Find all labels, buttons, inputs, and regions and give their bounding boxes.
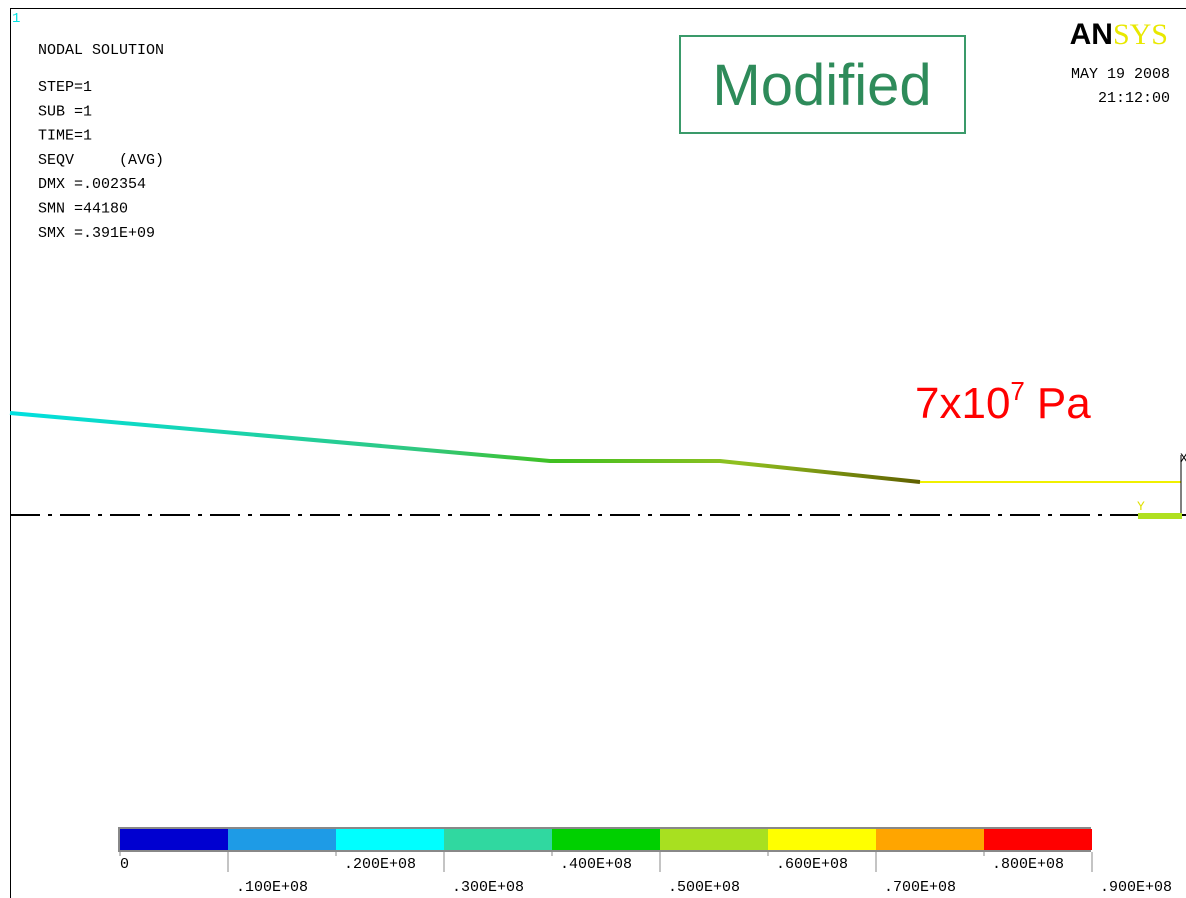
legend-swatch	[120, 829, 228, 850]
logo-yellow: SYS	[1113, 18, 1168, 51]
logo-black: AN	[1070, 18, 1113, 51]
legend-label: .800E+08	[992, 856, 1064, 873]
legend-label: .700E+08	[884, 879, 956, 896]
legend-swatch	[228, 829, 336, 850]
legend-label: 0	[120, 856, 129, 873]
legend-swatch	[552, 829, 660, 850]
pressure-base: 7x10	[915, 379, 1010, 428]
info-lines: STEP=1 SUB =1 TIME=1 SEQV (AVG) DMX =.002354…	[38, 79, 164, 242]
info-line: SMX =.391E+09	[38, 225, 155, 242]
pressure-exponent: 7	[1010, 376, 1024, 406]
legend-swatch	[984, 829, 1092, 850]
triad-x: X	[1180, 451, 1186, 466]
legend-label: .500E+08	[668, 879, 740, 896]
info-line: STEP=1	[38, 79, 92, 96]
legend-swatch	[336, 829, 444, 850]
info-line: DMX =.002354	[38, 176, 146, 193]
legend-swatch	[660, 829, 768, 850]
legend-label: .300E+08	[452, 879, 524, 896]
info-line: SEQV (AVG)	[38, 152, 164, 169]
info-line: SUB =1	[38, 103, 92, 120]
legend: 0 .100E+08 .200E+08 .300E+08 .400E+08 .500E+0…	[120, 829, 1172, 896]
triad-y: Y	[1137, 499, 1145, 514]
info-line: TIME=1	[38, 128, 92, 145]
screenshot: 1 NODAL SOLUTION STEP=1 SUB =1 TIME=1 SEQV …	[0, 0, 1186, 898]
pressure-label: 7x107 Pa	[915, 376, 1091, 428]
annotation: Modified	[712, 53, 931, 118]
legend-label: .600E+08	[776, 856, 848, 873]
legend-label: .100E+08	[236, 879, 308, 896]
window-number: 1	[12, 11, 20, 27]
legend-swatch	[876, 829, 984, 850]
logo: ANSYS	[1070, 18, 1168, 51]
info-title: NODAL SOLUTION	[38, 42, 164, 59]
legend-label: .900E+08	[1100, 879, 1172, 896]
time: 21:12:00	[1098, 90, 1170, 107]
legend-swatch	[444, 829, 552, 850]
date: MAY 19 2008	[1071, 66, 1170, 83]
deformed-shape	[10, 413, 920, 482]
plot: 1 NODAL SOLUTION STEP=1 SUB =1 TIME=1 SEQV …	[0, 0, 1186, 898]
legend-swatch	[768, 829, 876, 850]
info-line: SMN =44180	[38, 201, 128, 218]
pressure-unit: Pa	[1037, 379, 1091, 428]
legend-label: .400E+08	[560, 856, 632, 873]
legend-label: .200E+08	[344, 856, 416, 873]
